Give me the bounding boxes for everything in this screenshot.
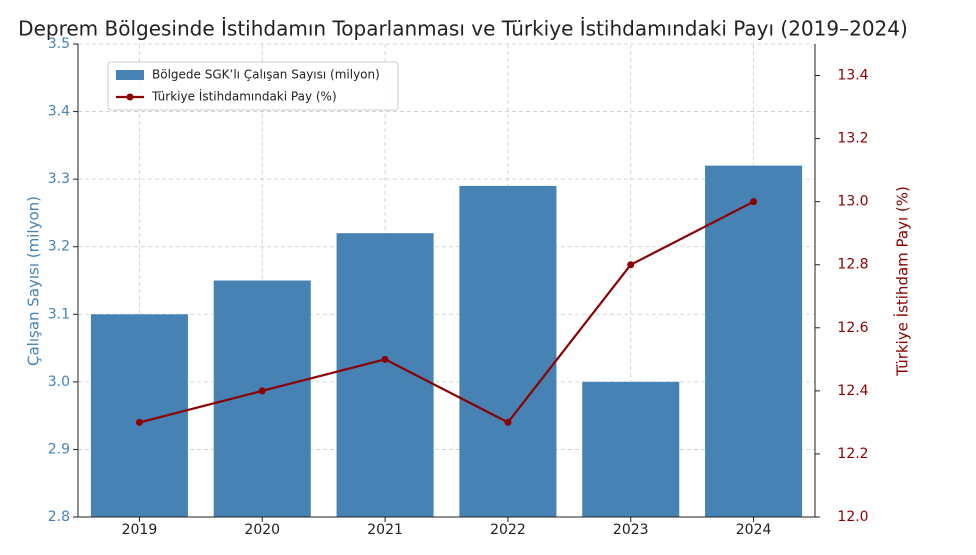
- y-tick-label: 2.9: [48, 441, 70, 457]
- grid: [78, 43, 815, 518]
- y-tick-label: 3.3: [48, 171, 70, 187]
- y-tick-label: 3.2: [48, 239, 70, 255]
- legend-label: Bölgede SGK’lı Çalışan Sayısı (milyon): [152, 68, 380, 82]
- x-tick-label: 2019: [122, 522, 158, 538]
- bar: [336, 233, 434, 517]
- y2-tick-label: 12.6: [837, 320, 868, 336]
- y2-tick-label: 13.2: [837, 131, 868, 147]
- y2-tick-label: 12.2: [837, 446, 868, 462]
- bar: [705, 165, 803, 517]
- y2-axis-label: Türkiye İstihdam Payı (%): [893, 186, 912, 377]
- chart-title: Deprem Bölgesinde İstihdamın Toparlanmas…: [18, 17, 908, 41]
- x-tick-label: 2022: [490, 522, 526, 538]
- x-tick-label: 2020: [244, 522, 280, 538]
- y2-tick-label: 13.0: [837, 194, 868, 210]
- y2-tick-label: 13.4: [837, 68, 868, 84]
- legend-label: Türkiye İstihdamındaki Pay (%): [151, 89, 337, 104]
- y-tick-label: 2.8: [48, 509, 70, 525]
- x-tick-label: 2024: [736, 522, 772, 538]
- point: [750, 198, 758, 206]
- bar: [582, 381, 680, 517]
- x-tick-label: 2023: [613, 522, 649, 538]
- bar: [459, 185, 557, 517]
- x-tick-label: 2021: [367, 522, 403, 538]
- bar: [90, 314, 188, 517]
- point: [504, 418, 512, 426]
- y-tick-label: 3.4: [48, 104, 70, 120]
- point: [258, 387, 266, 395]
- point: [381, 355, 389, 363]
- y2-tick-label: 12.0: [837, 509, 868, 525]
- y2-tick-label: 12.4: [837, 383, 868, 399]
- legend-box: [107, 61, 399, 111]
- y-tick-label: 3.1: [48, 306, 70, 322]
- line: [139, 200, 755, 424]
- y-tick-label: 3.0: [48, 374, 70, 390]
- point: [627, 261, 635, 269]
- y-tick-label: 3.5: [48, 36, 70, 52]
- y2-tick-label: 12.8: [837, 257, 868, 273]
- legend-swatch: [116, 70, 144, 80]
- legend-marker: [126, 93, 134, 101]
- y-axis-label: Çalışan Sayısı (milyon): [25, 196, 43, 366]
- point: [135, 418, 143, 426]
